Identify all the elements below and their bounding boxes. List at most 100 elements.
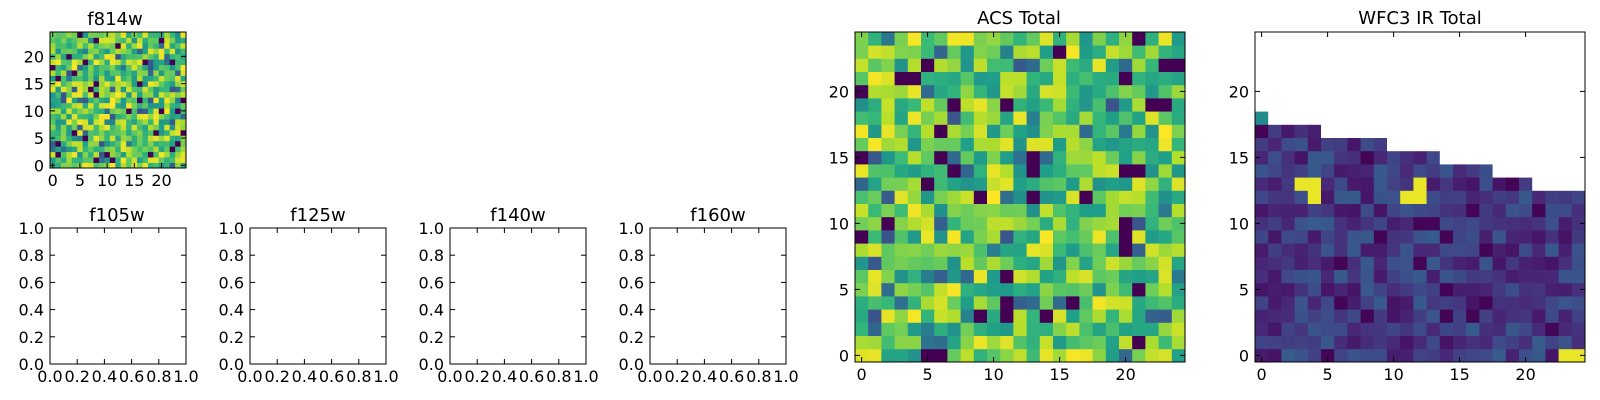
heat-cell bbox=[1066, 71, 1080, 86]
heat-cell bbox=[82, 75, 89, 82]
heat-cell bbox=[1105, 150, 1120, 165]
heat-cell bbox=[104, 75, 111, 82]
heat-cell bbox=[131, 86, 138, 93]
heat-cell bbox=[1268, 256, 1282, 270]
heat-cell bbox=[137, 108, 143, 114]
heat-cell bbox=[921, 84, 935, 99]
heat-cell bbox=[1013, 137, 1027, 152]
heat-cell bbox=[71, 70, 78, 76]
heat-cell bbox=[1426, 309, 1441, 323]
heat-cell bbox=[1439, 45, 1454, 59]
heat-cell bbox=[1294, 256, 1309, 270]
heat-cell bbox=[987, 296, 1001, 310]
y-tick-label: 0.2 bbox=[19, 328, 44, 347]
heat-cell bbox=[1426, 216, 1441, 231]
heat-cell bbox=[1013, 98, 1027, 112]
heat-cell bbox=[169, 37, 176, 44]
heat-cell bbox=[1505, 322, 1520, 336]
heat-cell bbox=[175, 124, 181, 131]
heat-cell bbox=[55, 48, 62, 55]
heat-cell bbox=[855, 45, 869, 59]
heat-cell bbox=[126, 59, 132, 66]
heat-cell bbox=[1373, 137, 1388, 152]
heat-cell bbox=[153, 80, 160, 87]
heat-cell bbox=[1545, 45, 1559, 59]
heat-cell bbox=[66, 53, 73, 60]
heat-cell bbox=[1505, 71, 1520, 86]
x-tick-label: 0 bbox=[48, 171, 58, 190]
heat-cell bbox=[1519, 45, 1533, 59]
heat-cell bbox=[88, 157, 94, 163]
heat-cell bbox=[960, 230, 975, 244]
heat-cell bbox=[1281, 58, 1295, 72]
heat-cell bbox=[1466, 98, 1480, 112]
heat-cell bbox=[153, 124, 160, 131]
heat-cell bbox=[55, 64, 62, 71]
heat-cell bbox=[1171, 32, 1186, 46]
heat-cell bbox=[1079, 58, 1093, 72]
heat-cell bbox=[1545, 190, 1559, 204]
heat-cell bbox=[1413, 98, 1427, 112]
heat-cell bbox=[147, 135, 154, 142]
heat-cell bbox=[1145, 322, 1159, 336]
heat-cell bbox=[1000, 124, 1014, 138]
heat-cell bbox=[1145, 32, 1159, 46]
heat-cell bbox=[98, 97, 105, 104]
heat-cell bbox=[142, 102, 149, 109]
heat-cell bbox=[98, 75, 105, 82]
panel-title: f814w bbox=[87, 9, 142, 30]
heat-cell bbox=[1347, 111, 1361, 125]
heat-cell bbox=[50, 151, 56, 158]
heat-cell bbox=[115, 42, 122, 49]
heat-cell bbox=[1268, 243, 1282, 257]
heat-cell bbox=[1132, 243, 1146, 257]
heat-cell bbox=[934, 309, 948, 323]
heat-cell bbox=[1026, 150, 1041, 165]
heat-cell bbox=[960, 282, 975, 297]
heat-cell bbox=[1373, 348, 1388, 363]
heat-cell bbox=[1000, 282, 1014, 297]
heat-cell bbox=[881, 203, 895, 218]
heat-cell bbox=[907, 243, 922, 257]
x-tick-label: 0 bbox=[857, 365, 867, 384]
heat-cell bbox=[180, 113, 187, 120]
heat-cell bbox=[82, 140, 89, 147]
y-tick-label: 0.0 bbox=[19, 355, 44, 374]
heat-cell bbox=[1321, 216, 1335, 231]
heat-cell bbox=[1119, 137, 1133, 152]
heat-cell bbox=[1426, 111, 1441, 125]
heat-cell bbox=[947, 190, 961, 204]
heat-cell bbox=[1013, 124, 1027, 138]
heat-cell bbox=[907, 296, 922, 310]
heat-cell bbox=[93, 157, 100, 163]
y-tick-label: 0.4 bbox=[219, 301, 244, 320]
heat-cell bbox=[1255, 32, 1269, 46]
heat-cell bbox=[1492, 282, 1507, 297]
heat-cell bbox=[153, 37, 160, 44]
heat-cell bbox=[1413, 203, 1427, 218]
heat-cell bbox=[1145, 45, 1159, 59]
heat-cell bbox=[164, 53, 171, 60]
heat-cell bbox=[147, 140, 154, 147]
heat-cell bbox=[1545, 322, 1559, 336]
heat-cell bbox=[55, 157, 62, 163]
heat-cell bbox=[1347, 124, 1361, 138]
heat-cell bbox=[60, 91, 67, 98]
heat-cell bbox=[1294, 282, 1309, 297]
heat-cell bbox=[1492, 58, 1507, 72]
x-tick-label: 0.0 bbox=[637, 367, 662, 386]
heat-cell bbox=[1505, 230, 1520, 244]
x-tick-label: 0.6 bbox=[119, 367, 144, 386]
heat-cell bbox=[180, 97, 187, 104]
heat-cell bbox=[1105, 71, 1120, 86]
heat-cell bbox=[60, 70, 67, 76]
heat-cell bbox=[169, 97, 176, 104]
y-tick-label: 0 bbox=[34, 156, 44, 175]
y-tick-label: 0.8 bbox=[219, 246, 244, 265]
heat-cell bbox=[1158, 84, 1173, 99]
heat-cell bbox=[1439, 71, 1454, 86]
heat-cell bbox=[1281, 190, 1295, 204]
panel-f140w: f140w 0.0 0.2 0.4 0.6 0.8 1.00.00.20.40.60.81… bbox=[419, 205, 599, 386]
heat-cell bbox=[142, 91, 149, 98]
heat-cell bbox=[1119, 282, 1133, 297]
